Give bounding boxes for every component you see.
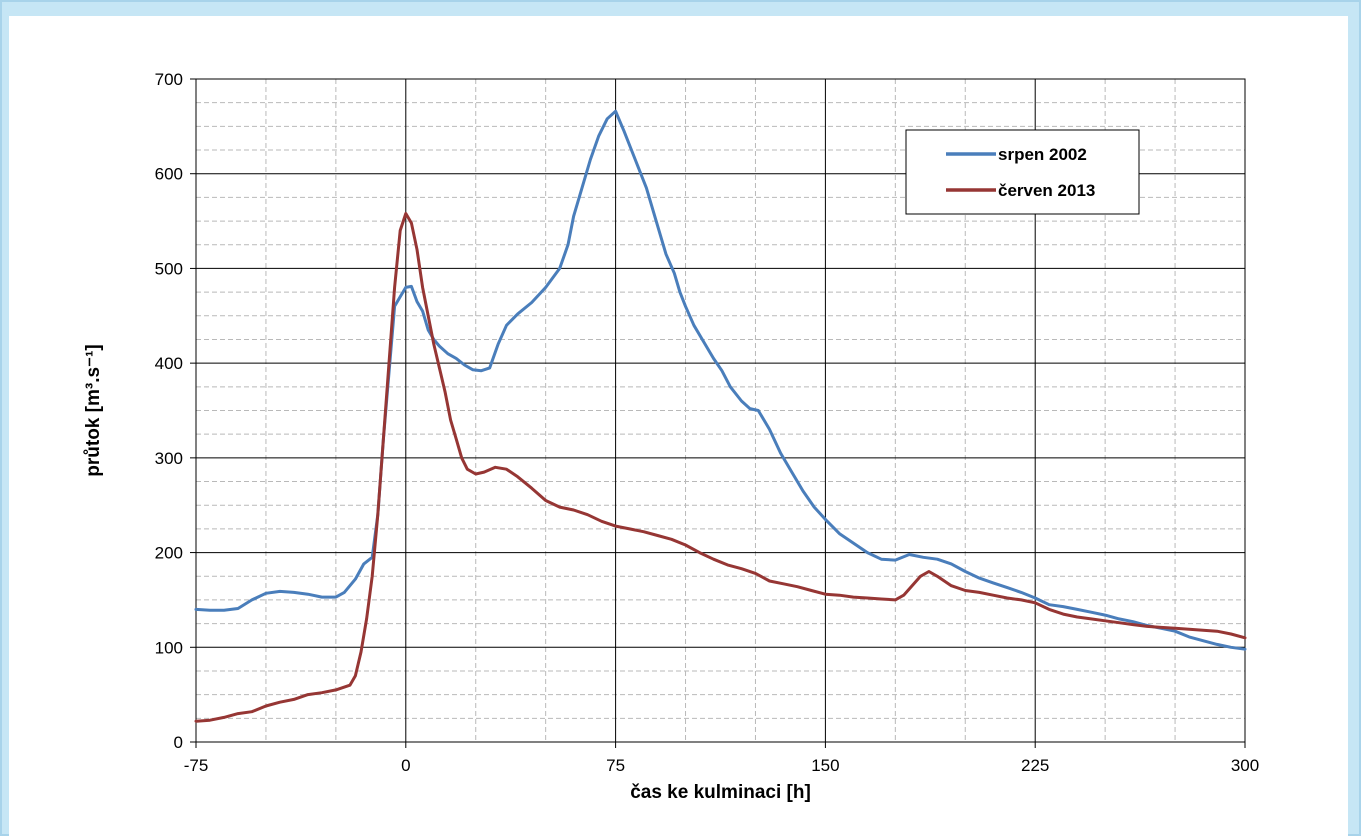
x-tick-label: 300 — [1231, 756, 1259, 775]
series-line-cerven-2013 — [194, 212, 1247, 723]
x-tick-label: 0 — [401, 756, 410, 775]
y-tick-label: 700 — [155, 70, 183, 89]
legend-box — [905, 129, 1140, 215]
legend-label-cerven-2013: červen 2013 — [998, 181, 1095, 200]
y-tick-label: 100 — [155, 638, 183, 657]
legend-label-srpen-2002: srpen 2002 — [998, 145, 1087, 164]
y-tick-label: 300 — [155, 449, 183, 468]
x-tick-label: 225 — [1021, 756, 1049, 775]
y-tick-label: 200 — [155, 544, 183, 563]
x-tick-label: -75 — [184, 756, 209, 775]
y-tick-label: 0 — [174, 733, 183, 752]
x-axis-title: čas ke kulminaci [h] — [630, 782, 811, 803]
x-tick-label: 75 — [606, 756, 625, 775]
x-tick-label: 150 — [811, 756, 839, 775]
y-tick-label: 500 — [155, 259, 183, 278]
legend: srpen 2002 červen 2013 — [905, 129, 1140, 215]
chart-background: 0 100 200 300 400 500 600 700 -75 0 75 150 225 300 pr… — [9, 16, 1348, 836]
series-lines — [194, 109, 1247, 723]
y-axis-title: průtok [m³.s⁻¹] — [83, 344, 104, 476]
y-tick-label: 600 — [155, 165, 183, 184]
y-tick-label: 400 — [155, 354, 183, 373]
plot-border — [195, 78, 1246, 743]
